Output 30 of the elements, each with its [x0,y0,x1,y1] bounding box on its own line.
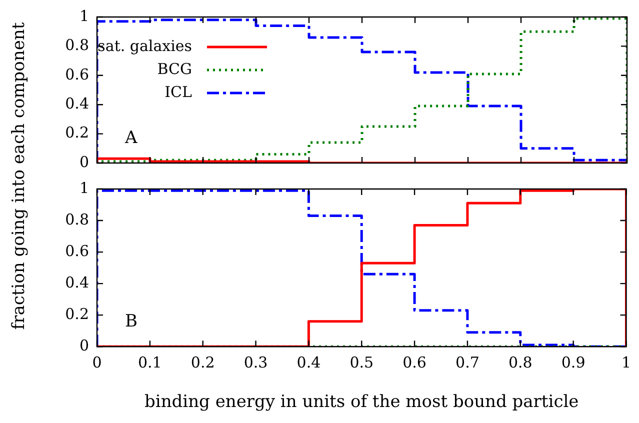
y-tick-label: 0 [79,336,89,354]
x-tick-label: 0.4 [296,353,321,372]
x-tick-label: 0.1 [138,353,162,372]
annotation: A [124,128,138,148]
y-tick-label: 1 [79,6,89,25]
legend-label: BCG [157,60,192,78]
legend-label: sat. galaxies [98,36,192,55]
y-tick-label: 0.4 [65,273,89,292]
y-tick-label: 0.2 [65,124,89,142]
x-tick-label: 0.3 [244,353,268,372]
y-tick-label: 0.6 [65,65,89,84]
y-axis-title: fraction going into each component [9,22,29,330]
x-tick-label: 0 [92,353,102,372]
y-tick-label: 0.8 [65,210,89,228]
y-tick-label: 1 [79,178,89,197]
y-tick-label: 0.4 [65,94,89,112]
x-axis-title: binding energy in units of the most bound particle [144,392,579,412]
x-tick-label: 0.5 [350,353,374,372]
y-tick-label: 0.2 [65,304,89,323]
x-tick-label: 0.2 [190,353,215,372]
legend-label: ICL [164,82,192,101]
x-tick-label: 0.8 [508,353,532,372]
y-tick-label: 0.8 [65,36,89,54]
x-tick-label: 0.6 [402,353,426,372]
y-tick-label: 0 [79,152,89,171]
x-tick-label: 0.7 [456,353,480,372]
y-tick-label: 0.6 [65,242,89,260]
x-tick-label: 1 [621,353,631,372]
annotation: B [125,312,138,332]
x-tick-label: 0.9 [561,353,586,372]
